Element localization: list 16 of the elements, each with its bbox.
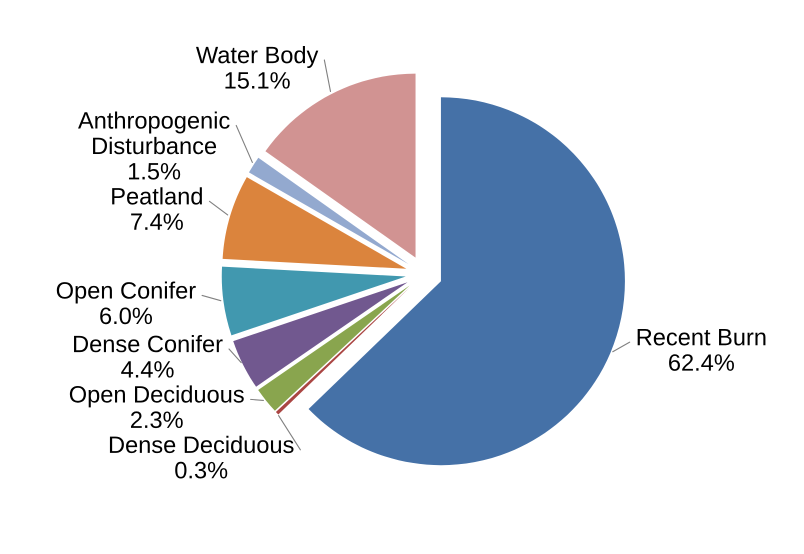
data-label: 7.4% (131, 213, 183, 230)
slice-label: Water Body (196, 46, 318, 68)
slice-label: Open Conifer (56, 281, 196, 304)
data-label: 62.4% (669, 354, 734, 371)
data-label: 15.1% (225, 72, 290, 89)
data-label: 0.3% (175, 462, 228, 479)
slice-label: Dense Conifer (74, 334, 223, 352)
data-label: 6.0% (100, 307, 152, 324)
data-label: 4.4% (121, 361, 174, 378)
data-label: 2.3% (130, 411, 183, 428)
data-label: 1.5% (128, 163, 180, 180)
slice-label: Peatland (112, 187, 202, 205)
slice-label: Open Deciduous (70, 385, 244, 408)
slice-label: Dense Deciduous (110, 436, 294, 454)
slice-label: Recent Burn (638, 329, 766, 346)
slice-label: Anthropogenic Disturbance (78, 111, 230, 154)
